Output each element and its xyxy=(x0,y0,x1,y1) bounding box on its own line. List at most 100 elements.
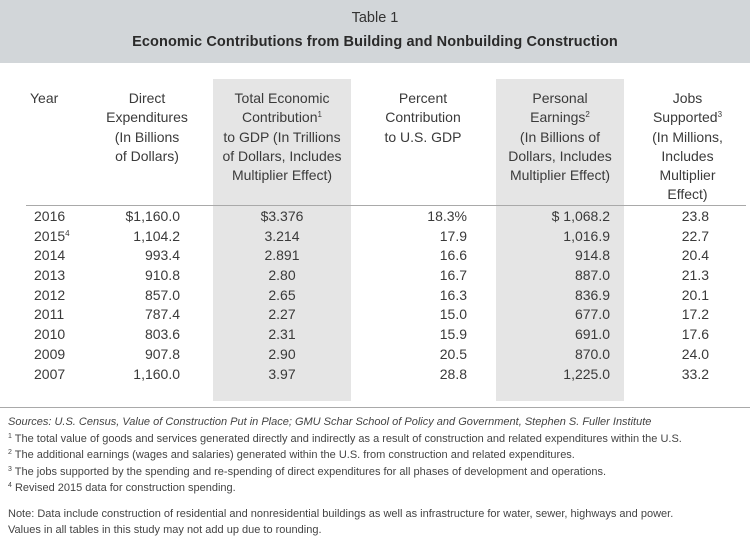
footnote-marker: 4 xyxy=(8,482,12,489)
header-line: Multiplier Effect) xyxy=(231,167,333,184)
header-line: Direct xyxy=(128,90,166,106)
footnote: 1 The total value of goods and services … xyxy=(8,431,746,448)
cell-year: 2014 xyxy=(34,246,65,266)
footnote-marker: 3 xyxy=(717,110,723,120)
cell-total: 2.891 xyxy=(264,247,300,264)
table-bottom-divider xyxy=(0,407,750,408)
cell-year: 2007 xyxy=(34,365,65,385)
header-line: of Dollars) xyxy=(115,147,179,164)
footnote-marker: 1 xyxy=(8,432,12,440)
cell-direct: 787.4 xyxy=(144,306,180,323)
table-row: 2014 993.4 2.891 16.6 914.8 20.4 xyxy=(0,246,750,266)
note-spacer xyxy=(8,497,746,506)
footnote-text: The jobs supported by the spending and r… xyxy=(11,465,607,478)
cell-personal-earnings: 1,225.0 xyxy=(563,365,610,382)
cell-direct: 1,104.2 xyxy=(133,227,180,244)
footnote-marker: 3 xyxy=(8,465,12,473)
cell-percent: 20.5 xyxy=(439,345,467,362)
header-line-text: Contribution xyxy=(242,109,318,126)
cell-total: 2.90 xyxy=(268,345,296,362)
year-text: 2007 xyxy=(34,365,66,382)
cell-year: 2013 xyxy=(34,266,65,286)
cell-jobs: 24.0 xyxy=(681,345,709,362)
cell-personal-earnings: 870.0 xyxy=(574,345,610,362)
header-line: Contribution xyxy=(385,109,461,126)
header-line: Effect) xyxy=(667,186,708,203)
cell-total: 2.65 xyxy=(268,286,296,303)
cell-year: 2012 xyxy=(34,286,65,306)
cell-percent: 28.8 xyxy=(439,365,467,382)
cell-percent: 15.0 xyxy=(439,306,467,323)
table-row: 2007 1,160.0 3.97 28.8 1,225.0 33.2 xyxy=(0,365,750,385)
cell-personal-earnings: 914.8 xyxy=(574,247,610,264)
header-line: Contribution1 xyxy=(213,108,351,127)
cell-jobs: 20.4 xyxy=(681,247,709,264)
header-percent-contribution: Percent Contribution to U.S. GDP xyxy=(362,89,484,147)
table-body: 2016 $1,160.0 $3.376 18.3% $ 1,068.2 23.… xyxy=(0,207,750,384)
cell-direct: 993.4 xyxy=(144,247,180,264)
footnote: 4 Revised 2015 data for construction spe… xyxy=(8,480,746,497)
table-row: 20154 1,104.2 3.214 17.9 1,016.9 22.7 xyxy=(0,227,750,247)
year-text: 2015 xyxy=(34,227,66,244)
sources-note: Sources: U.S. Census, Value of Construct… xyxy=(8,416,652,428)
footnote-text: Revised 2015 data for construction spend… xyxy=(11,482,236,494)
table-row: 2010 803.6 2.31 15.9 691.0 17.6 xyxy=(0,325,750,345)
header-line: Multiplier Effect) xyxy=(509,167,611,184)
table-row: 2009 907.8 2.90 20.5 870.0 24.0 xyxy=(0,345,750,365)
year-text: 2014 xyxy=(34,247,66,264)
header-line: Total Economic xyxy=(234,90,330,106)
header-line: to U.S. GDP xyxy=(384,128,462,145)
header-line: Percent xyxy=(398,90,448,106)
header-line: Earnings2 xyxy=(496,108,624,127)
header-line: Personal xyxy=(532,90,588,106)
header-direct-expenditures: Direct Expenditures (In Billions of Doll… xyxy=(88,89,206,166)
table-row: 2013 910.8 2.80 16.7 887.0 21.3 xyxy=(0,266,750,286)
footnote-marker: 1 xyxy=(317,110,322,120)
header-line: Supported3 xyxy=(630,108,745,127)
footnote-marker: 2 xyxy=(585,110,590,120)
cell-personal-earnings: 836.9 xyxy=(574,286,610,303)
cell-personal-earnings: 691.0 xyxy=(574,326,610,343)
header-personal-earnings: Personal Earnings2 (In Billions of Dolla… xyxy=(496,89,624,185)
cell-personal-earnings: $ 1,068.2 xyxy=(551,208,610,224)
cell-percent: 17.9 xyxy=(439,227,467,244)
cell-direct: 910.8 xyxy=(144,267,180,284)
header-line: of Dollars, Includes xyxy=(222,147,342,164)
header-line: Jobs xyxy=(672,90,703,106)
year-text: 2012 xyxy=(34,286,66,303)
header-line: Multiplier xyxy=(659,167,716,184)
table-notes: Sources: U.S. Census, Value of Construct… xyxy=(8,414,746,539)
footnote: 3 The jobs supported by the spending and… xyxy=(8,464,746,481)
header-line: (In Millions, xyxy=(652,128,723,145)
cell-year: 20154 xyxy=(34,227,70,247)
year-text: 2010 xyxy=(34,326,66,343)
header-line: Includes xyxy=(661,147,714,164)
header-line: Dollars, Includes xyxy=(508,147,612,164)
cell-percent: 16.3 xyxy=(439,286,467,303)
header-year-line: Year xyxy=(30,90,59,106)
cell-direct: 1,160.0 xyxy=(133,365,180,382)
cell-percent: 16.7 xyxy=(439,267,467,284)
header-total-economic-contribution: Total Economic Contribution1 to GDP (In … xyxy=(213,89,351,185)
cell-total: 3.97 xyxy=(268,365,296,382)
cell-jobs: 33.2 xyxy=(681,365,709,382)
header-line-text: Earnings xyxy=(530,109,586,126)
year-text: 2009 xyxy=(34,345,66,362)
header-jobs-supported: Jobs Supported3 (In Millions, Includes M… xyxy=(630,89,745,205)
cell-jobs: 21.3 xyxy=(681,267,709,284)
cell-jobs: 17.2 xyxy=(681,306,709,323)
footnote: 2 The additional earnings (wages and sal… xyxy=(8,447,746,464)
cell-jobs: 20.1 xyxy=(681,286,709,303)
table-title: Economic Contributions from Building and… xyxy=(132,34,618,50)
header-line: to GDP (In Trillions xyxy=(223,128,341,145)
header-line: Expenditures xyxy=(106,109,188,126)
shaded-column-personal-earnings xyxy=(496,79,624,401)
cell-year: 2010 xyxy=(34,325,65,345)
cell-total: 3.214 xyxy=(264,227,300,244)
footnote-marker: 4 xyxy=(65,228,70,238)
table-title-banner: Table 1 Economic Contributions from Buil… xyxy=(0,0,750,63)
cell-percent: 16.6 xyxy=(439,247,467,264)
cell-direct: 857.0 xyxy=(144,286,180,303)
cell-jobs: 17.6 xyxy=(681,326,709,343)
cell-direct: $1,160.0 xyxy=(125,208,181,224)
